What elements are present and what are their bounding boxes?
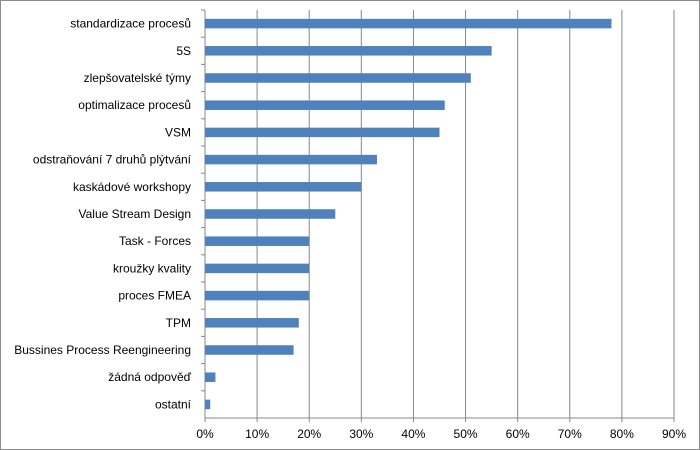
- x-tick-label: 30%: [349, 427, 373, 441]
- x-tick-label: 40%: [401, 427, 425, 441]
- bar: [205, 290, 310, 301]
- category-label: kaskádové workshopy: [73, 180, 191, 194]
- bar: [205, 46, 492, 56]
- x-tick-label: 60%: [506, 427, 530, 441]
- bar: [205, 154, 377, 165]
- x-tick-label: 0%: [196, 427, 214, 441]
- bar: [205, 236, 310, 246]
- category-labels: standardizace procesů 5S zlepšovatelské tý…: [14, 17, 191, 412]
- x-tick-label: 80%: [610, 427, 634, 441]
- category-label: Task - Forces: [119, 234, 191, 248]
- bar: [205, 73, 471, 83]
- x-tick-label: 10%: [245, 427, 269, 441]
- bar: [205, 100, 445, 110]
- category-label: žádná odpověď: [108, 370, 191, 384]
- x-tick-label: 90%: [662, 427, 686, 441]
- bar: [205, 345, 294, 355]
- category-label: odstraňování 7 druhů plýtvání: [33, 153, 192, 167]
- category-label: TPM: [166, 316, 191, 330]
- x-tick-label: 50%: [454, 427, 478, 441]
- category-label: ostatní: [155, 397, 192, 411]
- category-label: kroužky kvality: [113, 261, 191, 275]
- bar: [205, 399, 211, 410]
- x-tick-labels: 0% 10% 20% 30% 40% 50% 60% 70% 80% 90%: [196, 427, 686, 441]
- bar: [205, 127, 440, 138]
- bar: [205, 372, 216, 382]
- category-label: optimalizace procesů: [78, 98, 191, 112]
- category-label: Bussines Process Reengineering: [14, 343, 191, 357]
- category-label: Value Stream Design: [79, 207, 192, 221]
- bar: [205, 263, 310, 274]
- bar: [205, 209, 336, 219]
- category-label: proces FMEA: [118, 289, 191, 303]
- category-label: zlepšovatelské týmy: [84, 71, 191, 85]
- x-tick-label: 20%: [297, 427, 321, 441]
- bar: [205, 182, 362, 192]
- category-label: 5S: [176, 44, 191, 58]
- bar: [205, 18, 612, 29]
- x-tick-label: 70%: [558, 427, 582, 441]
- bars: [205, 18, 612, 410]
- category-label: VSM: [165, 125, 191, 139]
- category-label: standardizace procesů: [70, 17, 191, 31]
- bar: [205, 318, 299, 328]
